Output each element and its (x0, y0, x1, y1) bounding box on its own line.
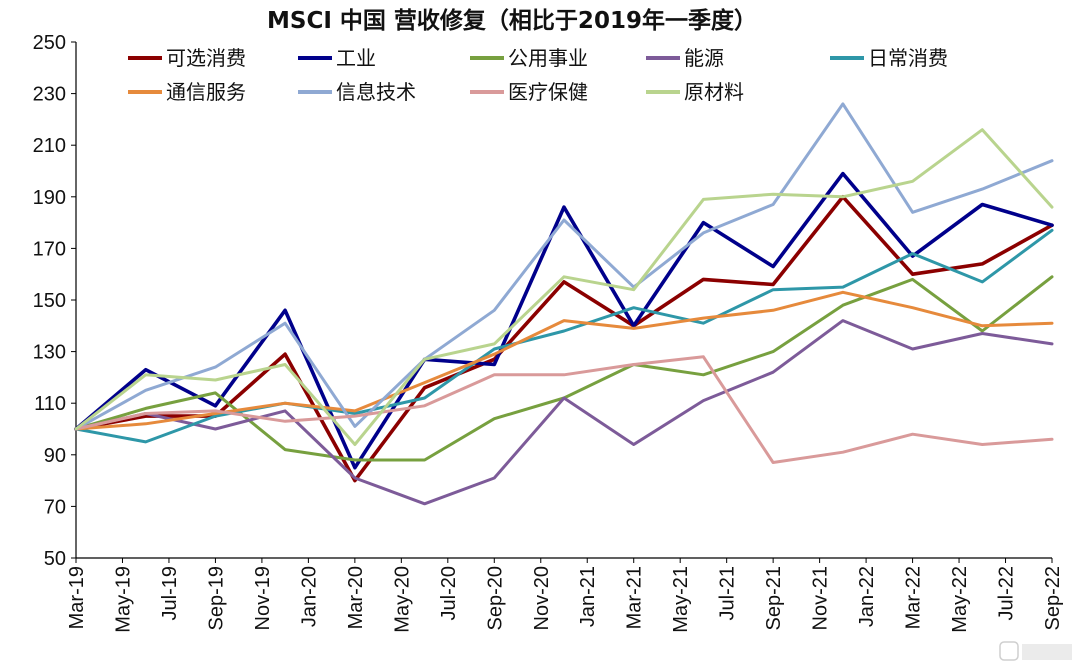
axes (75, 42, 1052, 559)
series-line (74, 102, 1054, 431)
legend-label: 日常消费 (868, 46, 948, 70)
series-line (74, 319, 1054, 506)
series-line (74, 290, 1054, 431)
y-tick-label: 170 (33, 238, 66, 260)
x-tick-label: Mar-22 (903, 566, 925, 629)
x-tick-label: May-21 (670, 566, 692, 633)
y-tick-label: 210 (33, 135, 66, 157)
x-tick-label: Mar-20 (345, 566, 367, 629)
y-tick-label: 50 (44, 548, 66, 570)
x-tick-label: Sep-19 (205, 566, 227, 631)
watermark (999, 641, 1072, 661)
x-tick-label: Sep-22 (1042, 566, 1064, 631)
watermark-logo-icon (1022, 644, 1072, 660)
legend-label: 能源 (684, 46, 724, 70)
x-tick-label: Jan-21 (577, 566, 599, 627)
y-axis-ticks: 250 230 210 190 170 150 130 110 90 70 50 (33, 32, 76, 570)
x-tick-label: Sep-20 (484, 566, 506, 631)
y-tick-label: 230 (33, 84, 66, 106)
y-tick-label: 190 (33, 187, 66, 209)
y-tick-label: 250 (33, 32, 66, 54)
x-tick-label: Jul-19 (159, 566, 181, 620)
x-tick-label: May-22 (949, 566, 971, 633)
y-tick-label: 130 (33, 342, 66, 364)
x-tick-label: May-19 (112, 566, 134, 633)
legend-label: 工业 (336, 46, 376, 70)
y-tick-label: 150 (33, 290, 66, 312)
x-tick-label: Jan-20 (298, 566, 320, 627)
series-line (74, 128, 1054, 446)
legend-label: 通信服务 (166, 80, 246, 104)
x-tick-label: Sep-21 (763, 566, 785, 631)
x-tick-label: Mar-21 (624, 566, 646, 629)
x-tick-label: Nov-20 (531, 566, 553, 630)
legend-label: 医疗保健 (508, 80, 588, 104)
legend-label: 信息技术 (336, 80, 416, 104)
x-tick-label: Mar-19 (66, 566, 88, 629)
series-line (74, 355, 1054, 464)
legend-label: 可选消费 (166, 46, 246, 70)
series-line (74, 195, 1054, 483)
x-axis-ticks: Mar-19 May-19 Jul-19 Sep-19 Nov-19 Jan-20 Mar-… (66, 558, 1064, 633)
x-tick-label: Jan-22 (856, 566, 878, 627)
y-tick-label: 90 (44, 445, 66, 467)
legend-label: 公用事业 (508, 46, 588, 70)
series-line (74, 275, 1054, 462)
x-tick-label: Nov-19 (252, 566, 274, 630)
series-line (74, 228, 1054, 444)
x-tick-label: Jul-21 (717, 566, 739, 620)
x-tick-label: Jul-22 (996, 566, 1018, 620)
series-lines (74, 102, 1054, 506)
y-tick-label: 70 (44, 496, 66, 518)
legend-label: 原材料 (684, 80, 744, 104)
chart-title: MSCI 中国 营收修复（相比于2019年一季度） (267, 7, 757, 34)
x-tick-label: Nov-21 (810, 566, 832, 630)
y-tick-label: 110 (34, 393, 66, 415)
x-tick-label: May-20 (391, 566, 413, 633)
watermark-logo-icon (999, 641, 1019, 661)
x-tick-label: Jul-20 (438, 566, 460, 620)
